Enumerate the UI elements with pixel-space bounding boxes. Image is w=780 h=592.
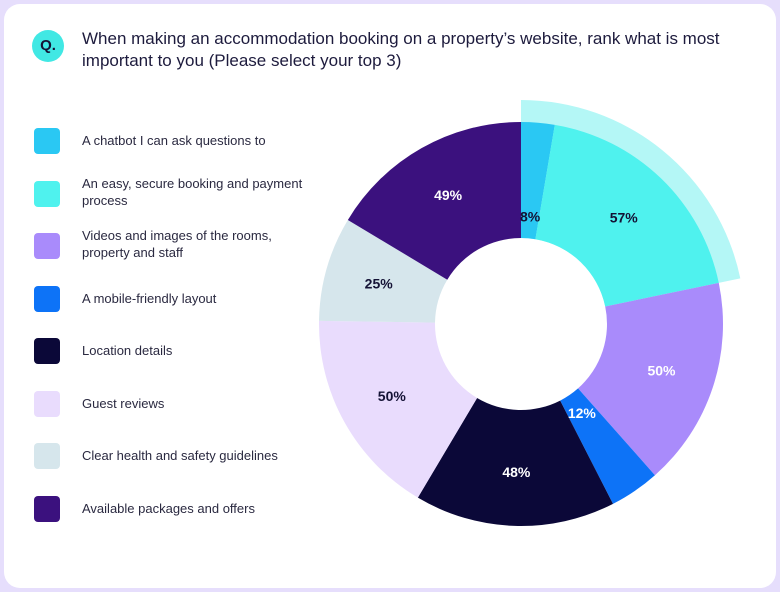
legend-swatch: [34, 338, 60, 364]
legend-label: Location details: [82, 343, 173, 358]
donut-slice: [560, 388, 655, 504]
donut-chart: 8% 57% 50% 12% 48% 50% 25% 49%: [318, 100, 741, 526]
legend-label: Videos and images of the rooms, property…: [82, 228, 272, 260]
legend-label: An easy, secure booking and payment proc…: [82, 175, 303, 208]
slice-value-label: 25%: [365, 275, 394, 291]
donut-slice: [578, 282, 723, 476]
question-text: When making an accommodation booking on …: [82, 29, 720, 70]
slice-value-label: 49%: [434, 187, 463, 203]
question-badge: Q.: [32, 30, 64, 62]
legend-swatch: [34, 390, 60, 417]
legend-item: An easy, secure booking and payment proc…: [34, 176, 314, 221]
legend-label: A chatbot I can ask questions to: [82, 133, 266, 148]
legend-item: Location details: [34, 338, 314, 378]
legend-swatch: [34, 285, 60, 312]
survey-card: Q. When making an accommodation booking …: [4, 4, 776, 588]
legend-swatch: [34, 495, 60, 522]
legend-item: A chatbot I can ask questions to: [34, 128, 314, 168]
slice-value-label: 8%: [520, 208, 541, 224]
donut-slice: [318, 320, 478, 498]
slice-value-label: 12%: [568, 405, 597, 421]
legend-label: Available packages and offers: [82, 500, 255, 516]
donut-slice: [535, 124, 719, 307]
legend-swatch: [34, 128, 60, 154]
slice-value-label: 50%: [647, 363, 676, 379]
donut-slice: [417, 397, 613, 526]
legend-swatch: [34, 180, 60, 207]
legend-label: A mobile-friendly layout: [82, 290, 217, 306]
slice-value-label: 57%: [610, 209, 639, 225]
legend-item: Videos and images of the rooms, property…: [34, 228, 314, 273]
donut-slice: [521, 122, 555, 240]
legend-item: Available packages and offers: [34, 495, 314, 536]
slice-value-label: 48%: [502, 464, 531, 480]
donut-slice: [319, 219, 448, 323]
legend-swatch: [34, 233, 60, 259]
legend-item: Clear health and safety guidelines: [34, 443, 314, 483]
legend-swatch: [34, 443, 60, 469]
legend-label: Clear health and safety guidelines: [82, 448, 278, 463]
legend-label: Guest reviews: [82, 395, 165, 411]
donut-slice: [347, 122, 521, 280]
legend-item: Guest reviews: [34, 390, 314, 431]
slice-value-label: 50%: [378, 388, 407, 404]
legend-item: A mobile-friendly layout: [34, 285, 314, 326]
